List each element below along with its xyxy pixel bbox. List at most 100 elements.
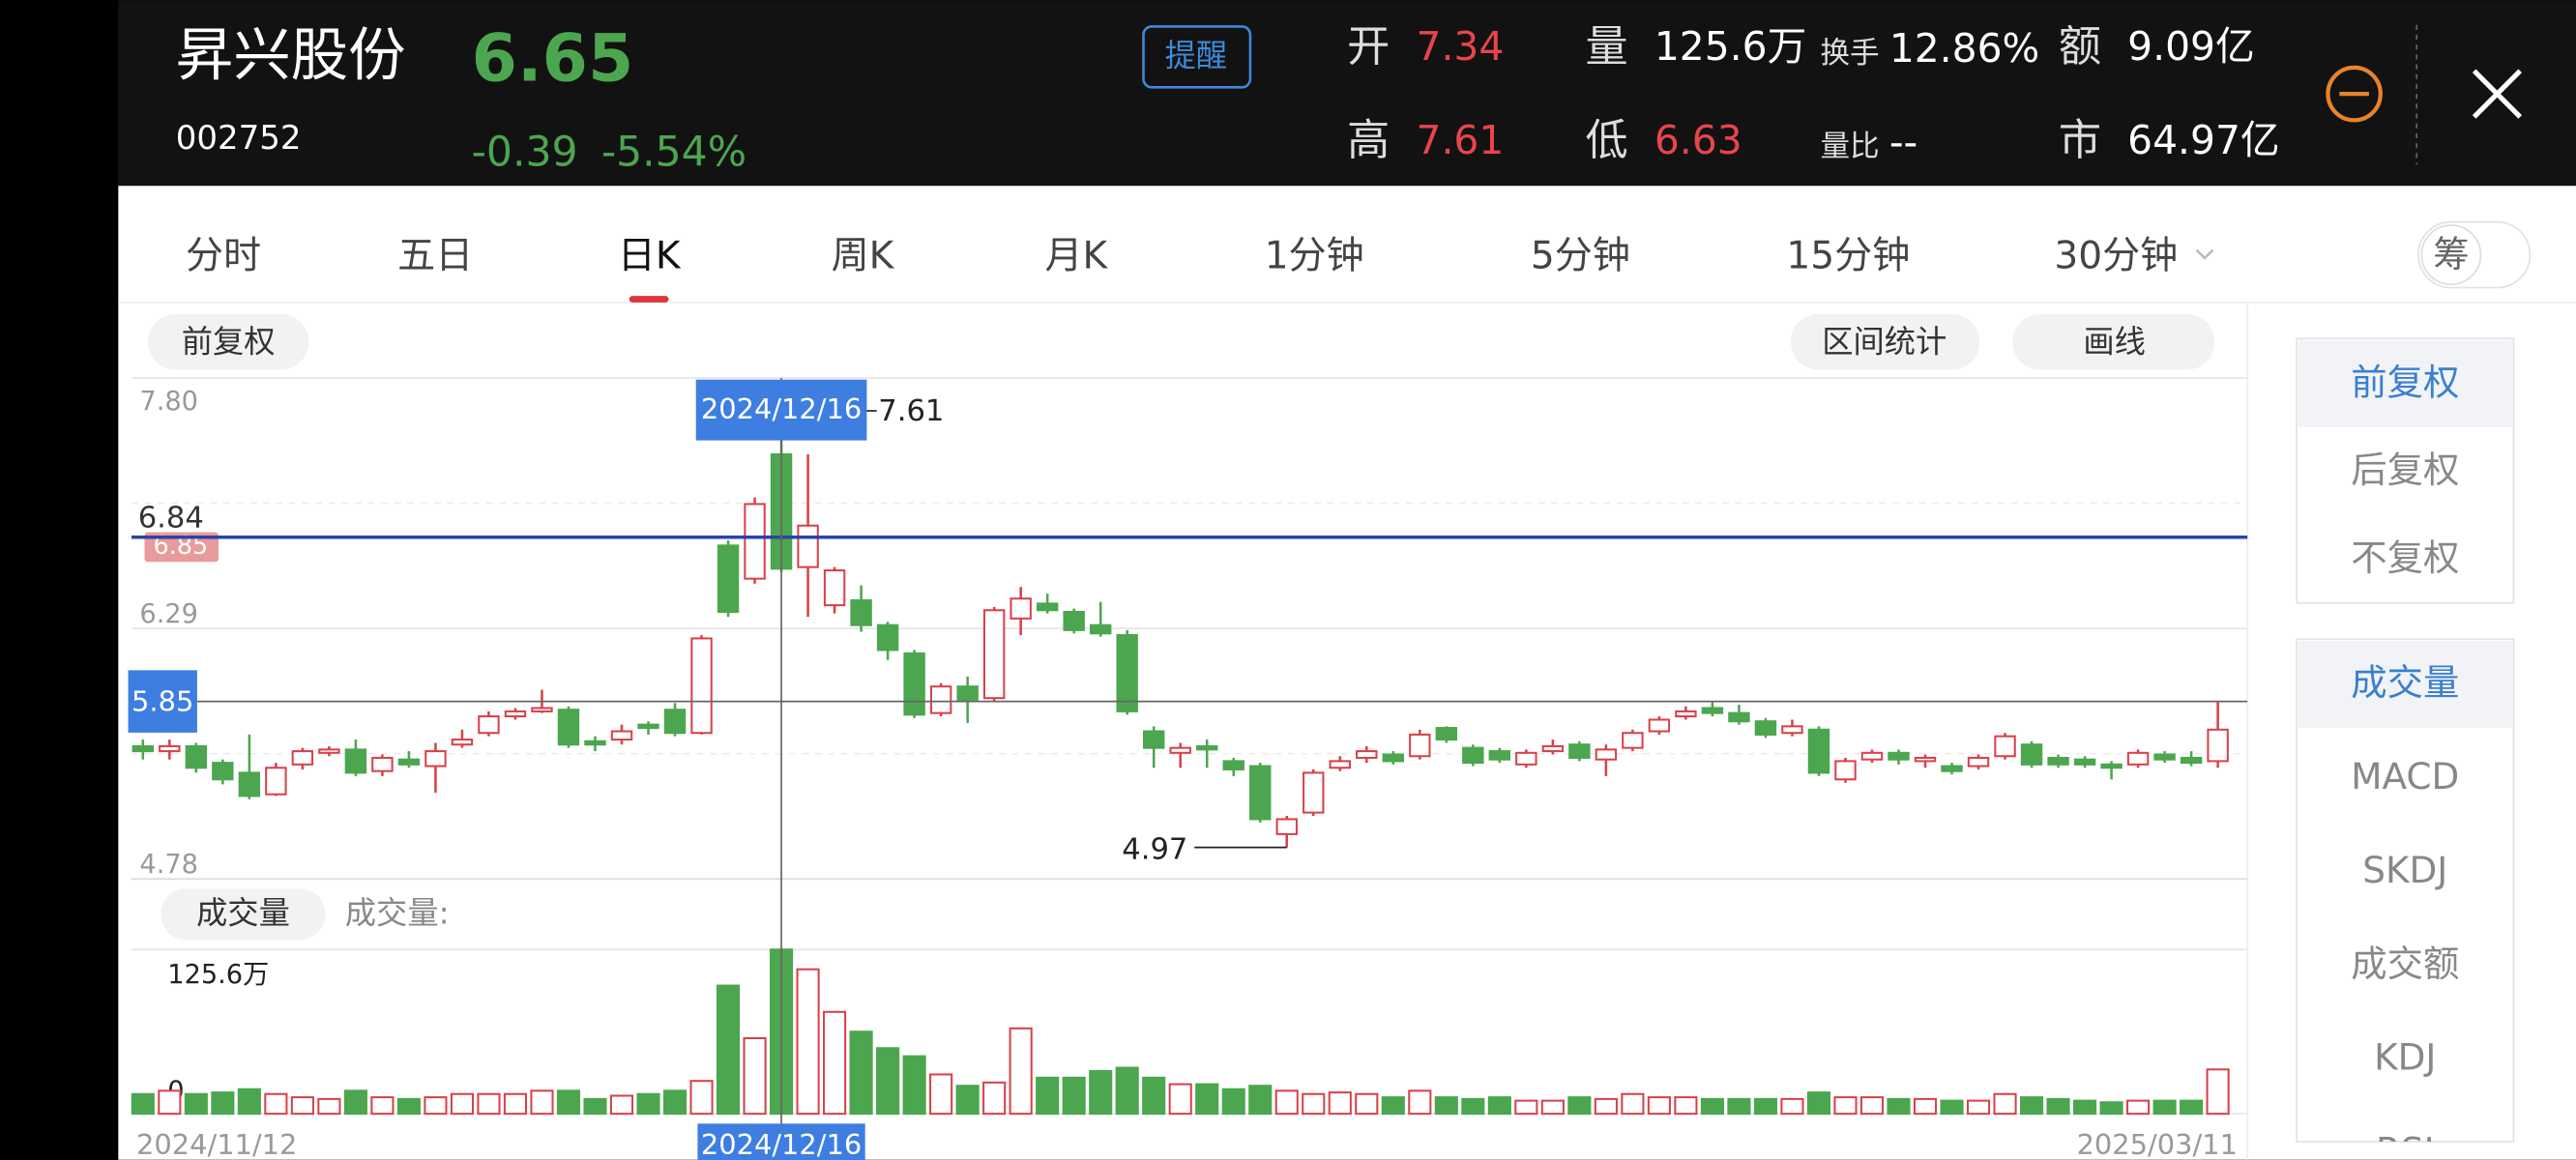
volume-bar [131, 1092, 155, 1116]
volume-bar [450, 1092, 474, 1116]
sidebar-item[interactable]: MACD [2351, 755, 2459, 798]
candle-body [744, 503, 766, 580]
volume-bar [1753, 1097, 1778, 1116]
volume-bar [1567, 1096, 1592, 1116]
close-button[interactable] [2472, 69, 2523, 119]
sidebar-item[interactable]: 不复权 [2351, 536, 2459, 579]
volume-bar [2019, 1096, 2044, 1116]
volume-bar [317, 1097, 341, 1116]
stat-label: 高 [1347, 116, 1390, 165]
volume-pill[interactable] [161, 888, 326, 941]
stat-value: 9.09亿 [2127, 23, 2255, 70]
sidebar-item[interactable]: 成交量 [2351, 661, 2459, 704]
stat-value: 64.97亿 [2127, 117, 2279, 163]
candle-body [531, 707, 553, 712]
volume-bar [1833, 1096, 1858, 1116]
candle-body [504, 710, 527, 718]
date-axis-box [697, 1123, 865, 1160]
tab[interactable]: 1分钟 [1265, 235, 1364, 278]
candle-body [1116, 633, 1138, 712]
stock-code: 002752 [176, 119, 302, 158]
stat-value: 7.34 [1417, 23, 1505, 70]
volume-bar [1221, 1088, 1245, 1116]
volume-bar [184, 1092, 208, 1116]
volume-bar [2099, 1101, 2123, 1116]
volume-bar [609, 1094, 634, 1116]
tab[interactable]: 周K [832, 235, 895, 278]
candle-body [1622, 732, 1644, 749]
volume-bar [1009, 1027, 1033, 1116]
toggle-label[interactable]: 筹 [2433, 233, 2469, 276]
volume-bar [343, 1089, 367, 1116]
stat-label: 量 [1586, 22, 1628, 72]
high-label: 7.61 [878, 394, 944, 428]
sidebar-item[interactable]: 后复权 [2351, 449, 2459, 491]
volume-bar [716, 984, 741, 1116]
volume-bar [424, 1096, 448, 1116]
volume-bar [1859, 1096, 1885, 1116]
tab[interactable]: 30分钟 [2054, 235, 2178, 278]
adjust-pill[interactable] [147, 313, 309, 370]
date-tooltip [695, 379, 867, 441]
volume-bar [955, 1085, 980, 1116]
tab-chevron [2195, 248, 2214, 260]
draw-label[interactable]: 画线 [2083, 323, 2146, 360]
tab[interactable]: 月K [1044, 235, 1108, 278]
candle-body [557, 709, 580, 746]
stat-value: 12.86% [1889, 25, 2039, 72]
sidebar-item[interactable]: SKDJ [2362, 849, 2447, 891]
sidebar-item[interactable]: 成交额 [2351, 942, 2459, 985]
volume-bar [1248, 1085, 1273, 1116]
stat-label: 市 [2059, 116, 2101, 165]
alert-button[interactable] [1142, 25, 1252, 89]
sidebar-item[interactable]: RSI [2376, 1129, 2435, 1160]
change: -0.39 [472, 129, 578, 176]
tab[interactable]: 5分钟 [1531, 235, 1630, 278]
candle-body [451, 739, 474, 746]
tab[interactable]: 五日 [397, 235, 473, 278]
candle-body [1222, 760, 1244, 770]
range-stats-pill[interactable] [1790, 313, 1980, 370]
volume-bar [902, 1055, 926, 1116]
candle-body [903, 652, 925, 716]
toggle-knob[interactable] [2420, 224, 2482, 286]
volume-bar [689, 1080, 714, 1116]
stat-label: 量比 [1820, 130, 1879, 164]
volume-bar [1434, 1096, 1458, 1116]
volume-bar [158, 1089, 182, 1116]
volume-caption: 成交量: [345, 895, 450, 932]
candle-body [424, 750, 447, 768]
range-stats-label[interactable]: 区间统计 [1822, 323, 1947, 360]
stat-label: 换手 [1820, 37, 1879, 71]
candle-body [1356, 750, 1378, 759]
candle-body [717, 544, 740, 613]
tab[interactable]: 分时 [186, 235, 261, 278]
y-tick-label: 7.80 [139, 387, 198, 417]
volume-bar [1966, 1099, 1991, 1116]
candle-body [2073, 758, 2096, 766]
tab[interactable]: 日K [618, 235, 682, 278]
draw-pill[interactable] [2012, 313, 2215, 370]
candle-body [2047, 756, 2069, 766]
adjust-label[interactable]: 前复权 [182, 323, 276, 360]
candle-body [265, 767, 287, 796]
sidebar-item[interactable]: 前复权 [2351, 361, 2459, 403]
alert-label[interactable]: 提醒 [1165, 38, 1228, 74]
sidebar-item[interactable]: KDJ [2374, 1036, 2436, 1079]
volume-bar [477, 1092, 501, 1116]
candle-body [1515, 751, 1537, 766]
candle-body [637, 723, 659, 730]
tab-indicator [629, 296, 669, 303]
tab[interactable]: 15分钟 [1786, 235, 1910, 278]
volume-bar [2046, 1097, 2070, 1116]
volume-pill-label[interactable]: 成交量 [196, 895, 290, 932]
volume-bar [876, 1047, 900, 1116]
volume-bar [1700, 1097, 1724, 1116]
y-tick-label: 4.78 [139, 850, 198, 880]
candle-body [929, 685, 952, 714]
minus-button[interactable] [2326, 65, 2383, 123]
candle-body [2207, 728, 2229, 763]
candle-body [1169, 746, 1191, 754]
candle-body [2180, 756, 2203, 765]
candle-body [584, 740, 606, 746]
